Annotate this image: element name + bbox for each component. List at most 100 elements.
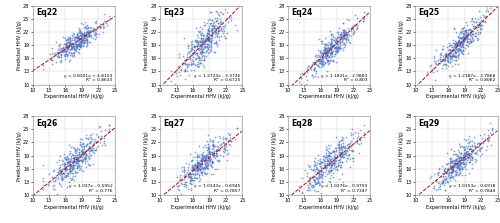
Point	[74, 37, 82, 41]
Point	[184, 50, 192, 54]
Point	[210, 153, 218, 157]
Point	[204, 156, 212, 159]
Point	[348, 139, 356, 142]
Point	[430, 187, 438, 190]
Point	[76, 37, 84, 41]
Point	[70, 159, 78, 162]
Point	[77, 154, 85, 158]
Point	[192, 167, 200, 171]
Point	[208, 37, 216, 40]
Point	[473, 142, 481, 146]
Point	[320, 48, 328, 52]
Point	[323, 54, 331, 58]
Point	[202, 50, 210, 54]
Point	[61, 167, 69, 170]
Point	[328, 169, 336, 172]
Point	[336, 165, 344, 168]
Point	[338, 38, 345, 42]
Point	[66, 44, 74, 47]
Point	[463, 40, 471, 44]
Point	[186, 178, 194, 182]
Point	[87, 145, 95, 149]
Point	[322, 47, 330, 51]
Point	[194, 168, 202, 172]
Point	[184, 168, 192, 171]
Point	[207, 21, 215, 25]
Point	[219, 12, 227, 16]
Point	[74, 147, 82, 150]
Point	[204, 35, 212, 39]
Point	[456, 35, 464, 39]
Point	[340, 152, 348, 156]
Point	[184, 51, 192, 55]
Point	[468, 145, 476, 148]
Point	[336, 43, 344, 46]
Point	[486, 122, 494, 125]
Point	[334, 146, 342, 149]
Point	[66, 43, 74, 47]
Point	[328, 44, 336, 47]
Point	[60, 49, 68, 52]
Point	[337, 152, 345, 156]
Point	[72, 160, 80, 164]
Point	[195, 167, 203, 171]
Point	[203, 21, 211, 25]
Point	[440, 169, 448, 173]
Point	[460, 156, 468, 159]
Point	[457, 29, 465, 33]
Point	[213, 24, 221, 28]
Point	[327, 42, 335, 46]
Point	[91, 34, 99, 37]
Point	[194, 54, 202, 58]
Point	[341, 144, 349, 148]
Point	[200, 58, 208, 62]
Point	[83, 42, 91, 45]
Point	[58, 47, 66, 50]
Point	[73, 170, 81, 173]
Point	[331, 53, 339, 56]
Point	[440, 171, 448, 175]
Point	[76, 38, 84, 42]
Point	[349, 27, 357, 31]
Point	[65, 163, 73, 166]
Point	[336, 144, 344, 148]
Point	[350, 150, 358, 153]
Point	[447, 166, 455, 169]
Point	[464, 28, 472, 31]
Point	[321, 42, 329, 45]
Point	[327, 159, 335, 163]
Point	[195, 30, 203, 33]
Point	[67, 44, 75, 48]
Point	[64, 168, 72, 171]
Text: Eq25: Eq25	[418, 8, 440, 17]
Point	[190, 44, 198, 48]
Point	[78, 147, 86, 151]
Point	[204, 37, 212, 40]
Point	[191, 174, 199, 177]
Point	[80, 31, 88, 35]
Point	[315, 181, 323, 185]
Point	[464, 27, 472, 31]
Point	[452, 173, 460, 177]
Point	[62, 45, 70, 48]
Point	[349, 32, 357, 36]
Point	[194, 53, 202, 56]
Point	[50, 184, 58, 187]
Point	[344, 153, 352, 156]
Point	[324, 62, 332, 66]
Point	[454, 48, 462, 51]
Point	[88, 147, 96, 151]
Point	[458, 31, 466, 35]
Point	[472, 35, 480, 38]
Point	[60, 49, 68, 53]
Point	[64, 174, 72, 178]
Point	[50, 53, 58, 56]
Point	[62, 47, 70, 50]
Point	[297, 75, 305, 78]
Point	[330, 162, 338, 166]
Point	[332, 38, 340, 41]
Point	[316, 61, 324, 64]
Point	[185, 175, 193, 178]
Point	[324, 149, 332, 153]
Point	[323, 70, 331, 73]
